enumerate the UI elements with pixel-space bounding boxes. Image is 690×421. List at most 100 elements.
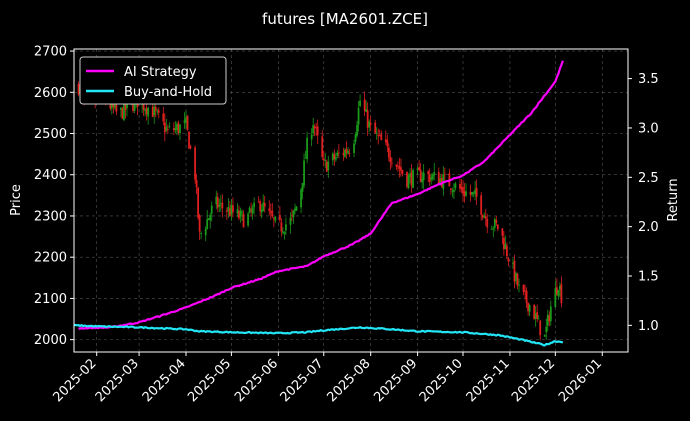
candle-body — [316, 126, 319, 136]
candle-body — [421, 178, 424, 183]
candle-body — [336, 152, 339, 156]
candle-body — [312, 125, 315, 134]
candle-body — [294, 208, 296, 211]
candle-body — [272, 218, 275, 219]
candle-body — [344, 149, 346, 157]
candle-body — [369, 123, 372, 125]
candle-body — [387, 147, 390, 158]
candle-body — [269, 211, 272, 213]
candle-body — [260, 209, 263, 213]
legend-box — [79, 56, 227, 105]
candle-body — [428, 174, 431, 182]
candle-body — [409, 173, 411, 177]
candle-body — [283, 232, 286, 234]
y-tick-label-left: 2500 — [34, 127, 67, 142]
candle-body — [238, 210, 240, 219]
candle-body — [374, 122, 377, 134]
candle-body — [126, 101, 128, 109]
candle-body — [353, 143, 355, 153]
candle-body — [166, 129, 169, 130]
candle-body — [543, 334, 546, 337]
candle-body — [274, 216, 277, 221]
candle-body — [460, 186, 463, 190]
candle-body — [480, 195, 483, 215]
candle-body — [507, 258, 510, 262]
candle-body — [377, 135, 380, 136]
candle-body — [380, 134, 383, 141]
candle-body — [536, 312, 539, 319]
candle-body — [229, 208, 231, 216]
candle-body — [230, 204, 233, 215]
candle-body — [198, 215, 201, 232]
candle-body — [501, 228, 504, 236]
candle-body — [257, 201, 260, 203]
candle-body — [154, 106, 157, 111]
candle-body — [179, 124, 181, 134]
candle-body — [546, 314, 549, 326]
candle-body — [206, 219, 209, 229]
candle-body — [465, 191, 467, 196]
candle-body — [450, 188, 452, 190]
candle-body — [151, 106, 154, 117]
candle-body — [188, 131, 190, 149]
candle-body — [539, 320, 542, 336]
candle-body — [533, 304, 536, 320]
candle-body — [410, 172, 413, 186]
candle-body — [359, 100, 361, 107]
candle-body — [522, 284, 525, 293]
candle-body — [247, 213, 249, 226]
candle-body — [325, 161, 328, 172]
candle-body — [200, 233, 203, 234]
legend: AI Strategy Buy-and-Hold — [79, 56, 227, 105]
candle-body — [504, 244, 507, 249]
y-tick-label-left: 2400 — [34, 168, 67, 183]
candle-body — [253, 202, 256, 208]
candle-body — [557, 290, 560, 296]
candle-body — [195, 180, 198, 188]
candle-body — [348, 153, 351, 154]
candle-body — [110, 100, 113, 109]
candle-body — [221, 202, 224, 209]
candle-body — [502, 237, 505, 250]
candle-body — [443, 173, 446, 175]
candle-body — [375, 132, 378, 134]
candle-body — [153, 106, 156, 116]
candle-body — [306, 137, 309, 160]
legend-label-ai-strategy: AI Strategy — [124, 65, 197, 80]
candle-body — [162, 113, 165, 122]
candle-body — [168, 126, 171, 128]
candle-body — [483, 215, 486, 219]
candle-body — [291, 215, 293, 217]
candle-body — [558, 285, 561, 290]
candle-body — [333, 154, 336, 160]
candle-body — [144, 109, 147, 112]
candle-body — [419, 169, 422, 182]
candle-body — [486, 218, 489, 228]
candle-body — [177, 123, 180, 133]
candle-body — [225, 210, 228, 212]
candle-body — [493, 218, 496, 228]
candle-body — [239, 210, 242, 217]
y-tick-label-right: 2.0 — [638, 220, 659, 235]
candle-body — [232, 205, 234, 213]
candle-body — [469, 191, 472, 195]
candle-body — [189, 146, 192, 149]
candle-body — [363, 99, 366, 111]
candle-body — [327, 161, 330, 171]
candle-body — [496, 224, 499, 230]
candle-body — [386, 139, 389, 147]
candle-body — [481, 214, 484, 218]
candle-body — [124, 101, 127, 111]
candle-body — [474, 189, 477, 195]
candle-body — [397, 165, 399, 167]
candle-body — [515, 272, 517, 281]
y-tick-label-right: 2.5 — [638, 171, 659, 186]
candle-body — [537, 318, 540, 320]
candle-body — [301, 182, 304, 192]
plot-frame — [73, 48, 629, 353]
candle-body — [356, 124, 358, 136]
candle-body — [368, 121, 371, 128]
candle-body — [431, 174, 434, 180]
candle-body — [475, 187, 478, 197]
